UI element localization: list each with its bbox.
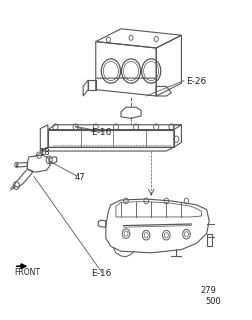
- Text: FRONT: FRONT: [14, 268, 40, 277]
- Text: 18: 18: [39, 148, 50, 156]
- Text: 279: 279: [200, 286, 216, 295]
- Text: 500: 500: [205, 297, 221, 306]
- Text: 47: 47: [74, 173, 85, 182]
- Text: E-16: E-16: [91, 269, 111, 278]
- Text: E-16: E-16: [91, 128, 111, 137]
- Text: E-26: E-26: [186, 77, 207, 86]
